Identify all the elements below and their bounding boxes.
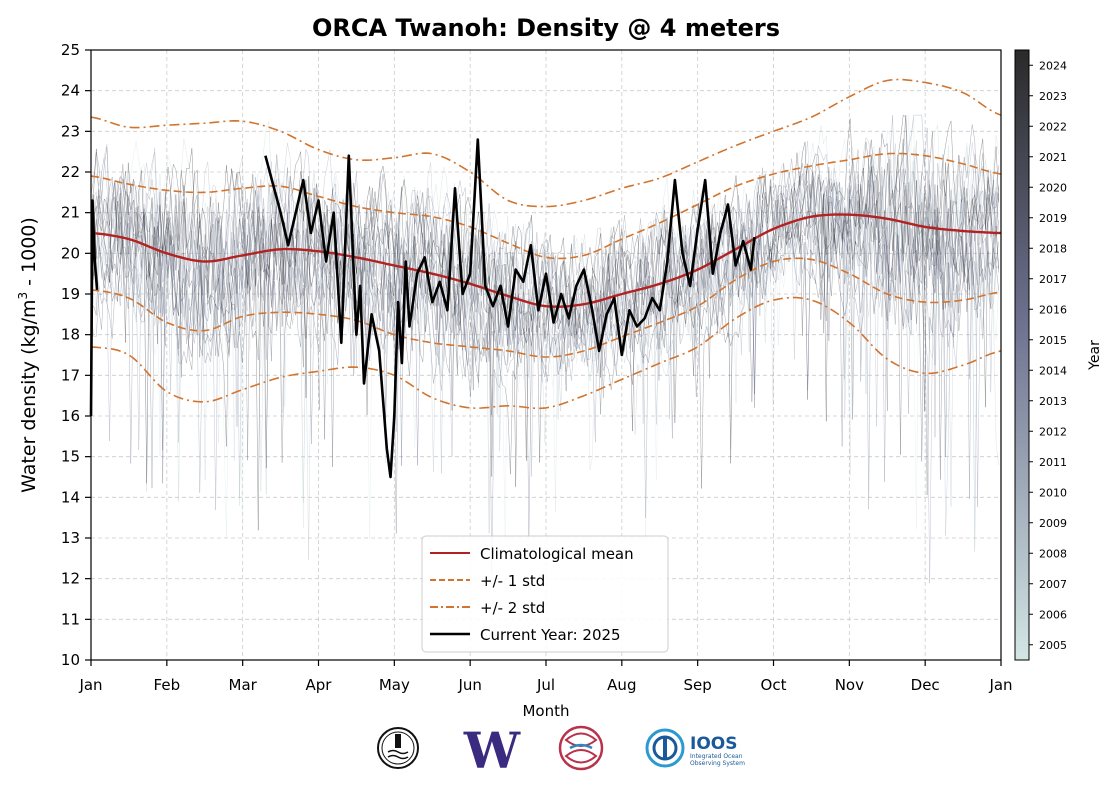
colorbar-tick-label: 2007 — [1039, 578, 1067, 591]
y-tick-label: 23 — [61, 122, 80, 140]
x-tick-label: Nov — [835, 676, 864, 694]
y-tick-label: 24 — [61, 82, 80, 100]
legend: Climatological mean +/- 1 std +/- 2 std Cur… — [421, 535, 669, 653]
historical-year-line-2011 — [90, 143, 999, 534]
colorbar-tick-label: 2008 — [1039, 547, 1067, 560]
y-tick-label: 25 — [61, 41, 80, 59]
legend-entry-label: Current Year: 2025 — [480, 626, 621, 644]
series-line-5-1 — [264, 138, 756, 479]
historical-year-line-2012 — [90, 137, 999, 393]
legend-entry-label: Climatological mean — [480, 545, 634, 563]
colorbar-tick-label: 2017 — [1039, 273, 1067, 286]
x-tick-label: Jan — [78, 676, 102, 694]
x-tick-label: Sep — [684, 676, 712, 694]
colorbar-tick-label: 2013 — [1039, 395, 1067, 408]
x-tick-label: Dec — [911, 676, 940, 694]
y-tick-label: 21 — [61, 204, 80, 222]
historical-year-line-2013 — [90, 171, 999, 584]
x-tick-label: Apr — [306, 676, 333, 694]
historical-year-line-2015 — [90, 149, 999, 575]
y-tick-label: 18 — [61, 326, 80, 344]
colorbar-tick-label: 2019 — [1039, 212, 1067, 225]
logo-bar: W IOOS Integrated Ocean Observing System — [0, 722, 1120, 778]
colorbar-tick-label: 2006 — [1039, 608, 1067, 621]
uw-w-logo: W — [463, 722, 521, 774]
historical-year-line-2017 — [90, 169, 999, 538]
x-axis-label: Month — [522, 702, 569, 720]
historical-year-line-2020 — [90, 169, 999, 496]
y-tick-label: 19 — [61, 285, 80, 303]
colorbar-tick-label: 2010 — [1039, 486, 1067, 499]
x-tick-label: Jul — [536, 676, 555, 694]
colorbar-tick-label: 2011 — [1039, 456, 1067, 469]
y-tick-label: 12 — [61, 570, 80, 588]
colorbar-tick-label: 2022 — [1039, 120, 1067, 133]
x-tick-label: Mar — [229, 676, 258, 694]
colorbar-tick-label: 2023 — [1039, 90, 1067, 103]
x-tick-label: Oct — [761, 676, 787, 694]
historical-year-line-2008 — [90, 170, 999, 503]
colorbar-label: Year — [1087, 340, 1103, 371]
x-tick-label: Jun — [457, 676, 481, 694]
colorbar-tick-label: 2018 — [1039, 242, 1067, 255]
ioos-logo: IOOS Integrated Ocean Observing System — [645, 728, 745, 768]
historical-year-line-2010 — [90, 140, 999, 536]
historical-year-line-2009 — [90, 161, 999, 560]
colorbar-tick-label: 2005 — [1039, 639, 1067, 652]
x-tick-label: Aug — [607, 676, 636, 694]
series-line-2-0 — [90, 257, 1002, 358]
x-tick-label: May — [379, 676, 410, 694]
colorbar-tick-label: 2009 — [1039, 517, 1067, 530]
legend-entry-label: +/- 2 std — [480, 599, 545, 617]
series-line-4-0 — [90, 296, 1002, 410]
x-tick-label: Feb — [154, 676, 181, 694]
colorbar-tick-label: 2021 — [1039, 151, 1067, 164]
svg-text:Integrated Ocean: Integrated Ocean — [690, 753, 743, 760]
y-tick-label: 14 — [61, 488, 80, 506]
year-colorbar: 2005 2006 2007 2008 2009 2010 2011 2012 2013 2014… — [1014, 49, 1103, 661]
y-axis-label: Water density (kg/m3 - 1000) — [16, 217, 40, 493]
y-tick-label: 20 — [61, 244, 80, 262]
series-line-3-0 — [90, 78, 1002, 208]
chart-title: ORCA Twanoh: Density @ 4 meters — [312, 14, 780, 42]
colorbar-tick-label: 2016 — [1039, 303, 1067, 316]
y-tick-label: 10 — [61, 651, 80, 669]
legend-entry-label: +/- 1 std — [480, 572, 545, 590]
svg-text:Observing System: Observing System — [690, 760, 745, 767]
historical-years-lines — [90, 114, 999, 584]
y-tick-label: 16 — [61, 407, 80, 425]
y-tick-label: 22 — [61, 163, 80, 181]
colorbar-gradient — [1014, 49, 1030, 661]
colorbar-tick-label: 2020 — [1039, 181, 1067, 194]
y-tick-label: 13 — [61, 529, 80, 547]
historical-year-line-2024 — [90, 114, 999, 469]
y-tick-label: 17 — [61, 366, 80, 384]
legend-box — [421, 535, 669, 653]
colorbar-tick-label: 2015 — [1039, 334, 1067, 347]
svg-text:IOOS: IOOS — [690, 734, 737, 754]
historical-year-line-2023 — [90, 120, 999, 531]
historical-year-line-2021 — [90, 131, 999, 463]
colorbar-tick-label: 2024 — [1039, 59, 1067, 72]
series-line-5-0 — [89, 199, 99, 417]
orca-buoy-logo — [377, 727, 419, 769]
colorbar-tick-label: 2014 — [1039, 364, 1067, 377]
historical-year-line-2022 — [90, 147, 999, 464]
y-tick-label: 11 — [61, 610, 80, 628]
y-tick-label: 15 — [61, 448, 80, 466]
colorbar-tick-label: 2012 — [1039, 425, 1067, 438]
nanoos-logo — [558, 725, 604, 771]
svg-text:W: W — [463, 722, 521, 774]
series-line-0-0 — [90, 213, 1002, 308]
x-tick-label: Jan — [988, 676, 1012, 694]
